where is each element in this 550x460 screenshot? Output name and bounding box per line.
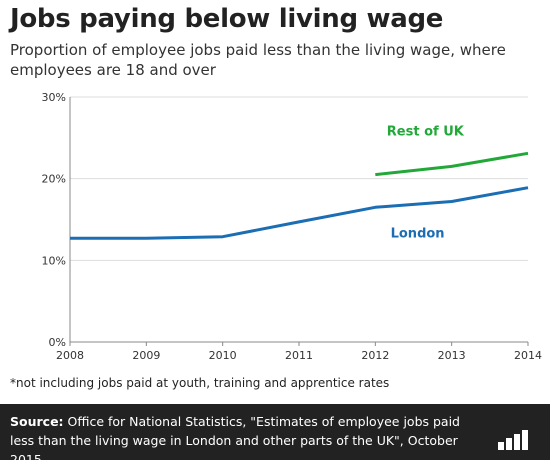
full-fact-logo: [498, 430, 528, 450]
line-chart: 0%10%20%30%2008 2009 2010 2011 2012 2013 2014 …: [42, 91, 542, 362]
chart-title: Jobs paying below living wage: [10, 4, 444, 34]
y-tick-label: 10%: [42, 254, 66, 267]
axes: 0% 10% 20% 30% 2008 2009 2010 2011 2012 2013 2014: [42, 91, 542, 362]
series-label-london: London: [391, 226, 445, 241]
grid-lines: [70, 96, 528, 261]
y-tick-label: 30%: [42, 91, 66, 104]
source-citation: Office for National Statistics, "Estimat…: [10, 414, 460, 460]
source-bar: Source: Office for National Statistics, …: [0, 404, 550, 460]
source-label: Source:: [10, 414, 64, 429]
x-tick-label: 2008: [56, 349, 84, 362]
x-tick-label: 2012: [361, 349, 389, 362]
x-tick-label: 2014: [514, 349, 542, 362]
series-line-london: [70, 186, 529, 240]
source-text: Source: Office for National Statistics, …: [10, 412, 480, 460]
x-tick-label: 2013: [438, 349, 466, 362]
x-tick-label: 2011: [285, 349, 313, 362]
series-line-rest-of-uk: [375, 151, 529, 177]
y-tick-label: 0%: [49, 336, 66, 349]
x-tick-label: 2010: [209, 349, 237, 362]
y-tick-label: 20%: [42, 173, 66, 186]
series-lines: [70, 151, 529, 240]
footnote: *not including jobs paid at youth, train…: [10, 376, 390, 390]
series-label-rest-of-uk: Rest of UK: [387, 124, 465, 139]
chart-subtitle: Proportion of employee jobs paid less th…: [10, 41, 506, 79]
series-labels: London Rest of UK: [387, 124, 465, 241]
x-tick-label: 2009: [132, 349, 160, 362]
